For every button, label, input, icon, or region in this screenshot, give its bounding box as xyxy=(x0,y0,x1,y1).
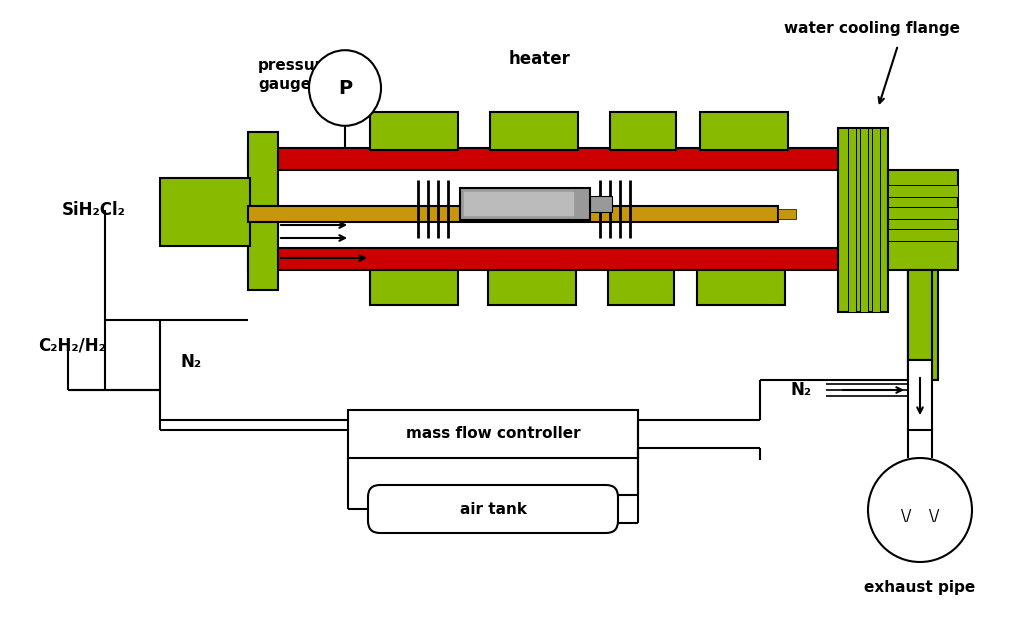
Text: N₂: N₂ xyxy=(180,353,201,371)
Text: mass flow controller: mass flow controller xyxy=(406,427,581,442)
FancyBboxPatch shape xyxy=(368,485,618,533)
Bar xyxy=(488,270,575,305)
Bar xyxy=(370,270,458,305)
Bar xyxy=(160,178,250,246)
Text: pressure
gauge: pressure gauge xyxy=(258,58,334,92)
Bar xyxy=(888,207,958,219)
Text: C₂H₂/H₂: C₂H₂/H₂ xyxy=(38,336,105,354)
Bar xyxy=(248,132,278,290)
Bar xyxy=(460,188,590,220)
Bar xyxy=(860,128,868,312)
Bar xyxy=(872,128,880,312)
Bar xyxy=(464,192,574,216)
Bar xyxy=(370,112,458,150)
Bar xyxy=(590,196,612,212)
Text: SiH₂Cl₂: SiH₂Cl₂ xyxy=(62,201,126,219)
Text: N₂: N₂ xyxy=(790,381,811,399)
Bar xyxy=(248,248,838,270)
Bar xyxy=(888,229,958,241)
Text: P: P xyxy=(338,79,352,98)
Bar xyxy=(248,170,838,248)
Bar xyxy=(348,410,638,458)
Bar xyxy=(888,170,958,270)
Bar xyxy=(610,112,676,150)
Bar xyxy=(908,270,938,380)
Text: air tank: air tank xyxy=(460,501,526,517)
Bar xyxy=(908,360,932,430)
Text: \/: \/ xyxy=(901,508,911,524)
Text: water cooling flange: water cooling flange xyxy=(784,21,961,35)
Bar xyxy=(838,128,888,312)
Circle shape xyxy=(868,458,972,562)
Bar xyxy=(608,270,674,305)
Bar xyxy=(888,185,958,197)
Bar xyxy=(248,148,838,170)
Bar xyxy=(700,112,788,150)
Bar xyxy=(778,209,796,219)
Bar xyxy=(490,112,578,150)
Bar xyxy=(697,270,785,305)
Text: \/: \/ xyxy=(929,508,939,524)
Text: heater: heater xyxy=(509,50,571,68)
Bar xyxy=(248,206,778,222)
Text: exhaust pipe: exhaust pipe xyxy=(864,580,976,595)
Ellipse shape xyxy=(309,50,381,126)
Bar xyxy=(908,270,932,360)
Bar xyxy=(848,128,856,312)
